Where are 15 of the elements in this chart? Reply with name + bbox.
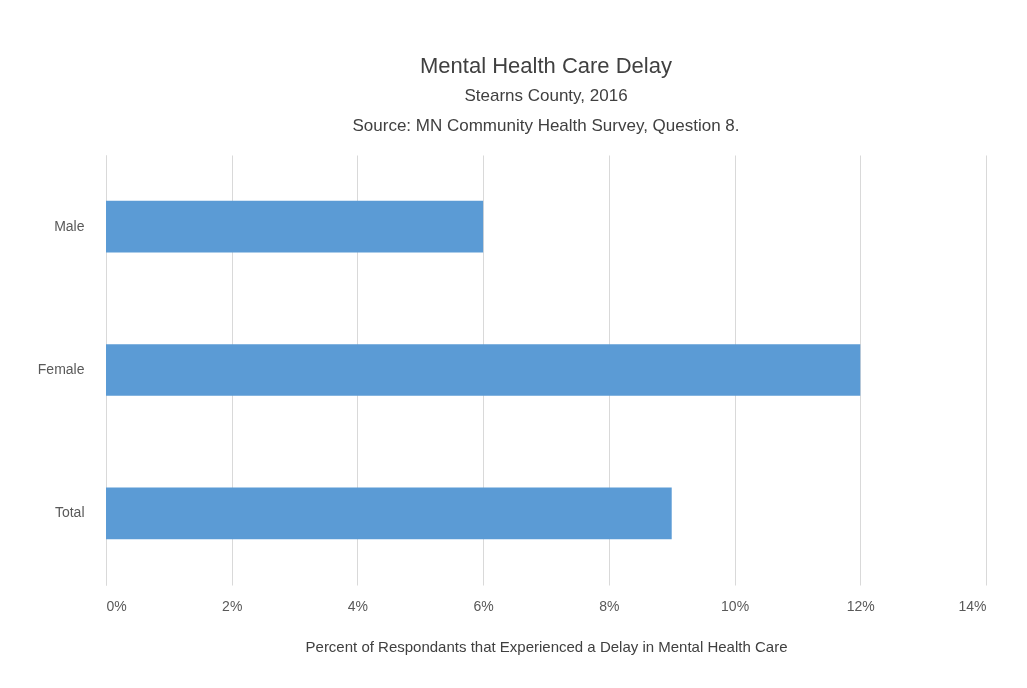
x-tick-label: 14% — [958, 597, 987, 614]
x-tick-label: 8% — [599, 597, 620, 614]
y-tick-label: Male — [54, 217, 85, 234]
chart-title: Mental Health Care Delay — [420, 53, 672, 78]
x-tick-label: 2% — [222, 597, 243, 614]
x-tick-label: 4% — [347, 597, 369, 614]
y-tick-label: Female — [37, 361, 85, 377]
y-tick-label: Total — [54, 504, 85, 521]
source-note: Source: MN Community Health Survey, Question 8. — [352, 116, 740, 135]
x-tick-label: 10% — [721, 597, 750, 614]
x-tick-label: 12% — [846, 597, 875, 614]
x-tick-label: 6% — [473, 597, 494, 614]
chart-subtitle: Stearns County, 2016 — [464, 86, 628, 105]
x-tick-label: 0% — [106, 597, 127, 614]
x-axis-title: Percent of Respondants that Experienced a Delay in Mental Health Care — [305, 637, 788, 655]
